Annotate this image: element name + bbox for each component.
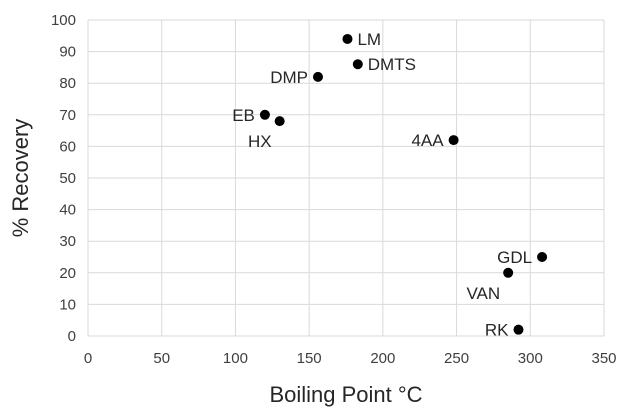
data-point-label: RK	[485, 321, 509, 340]
y-tick-label: 40	[59, 202, 76, 219]
y-tick-label: 20	[59, 265, 76, 282]
x-tick-label: 100	[223, 350, 248, 367]
x-axis-title: Boiling Point °C	[269, 382, 422, 407]
x-axis-ticks: 0 50 100 150 200 250 300 350	[84, 350, 617, 367]
y-tick-label: 50	[59, 170, 76, 187]
data-point	[352, 59, 363, 70]
data-point	[503, 267, 514, 278]
data-point	[274, 116, 285, 127]
data-point-label: HX	[248, 132, 272, 151]
data-point-label: GDL	[497, 248, 532, 267]
data-point	[537, 252, 548, 262]
y-tick-label: 100	[51, 12, 76, 29]
y-tick-label: 60	[59, 138, 76, 155]
data-point-label: DMP	[270, 68, 308, 87]
y-axis-title: % Recovery	[8, 119, 33, 238]
x-tick-label: 200	[370, 350, 395, 367]
x-tick-label: 150	[297, 350, 322, 367]
x-tick-label: 0	[84, 350, 92, 367]
y-tick-label: 10	[59, 296, 76, 313]
data-point	[312, 71, 323, 82]
data-point-label: VAN	[466, 284, 500, 303]
x-tick-label: 250	[444, 350, 469, 367]
y-tick-label: 90	[59, 44, 76, 61]
y-tick-label: 70	[59, 107, 76, 124]
data-point-label: DMTS	[368, 55, 416, 74]
data-point-label: 4AA	[411, 131, 444, 150]
data-point	[259, 109, 270, 120]
x-tick-label: 50	[153, 350, 170, 367]
x-tick-label: 300	[518, 350, 543, 367]
gridlines	[87, 19, 605, 337]
data-point-label: EB	[232, 106, 255, 125]
y-tick-label: 80	[59, 75, 76, 92]
data-points: LM DMTS DMP EB HX 4AA GDL VAN RK	[232, 30, 548, 340]
data-point-label: LM	[357, 30, 381, 49]
data-point	[342, 33, 353, 44]
y-tick-label: 0	[68, 328, 76, 345]
y-axis-ticks: 0 10 20 30 40 50 60 70 80 90 100	[51, 12, 76, 345]
data-point	[448, 135, 459, 146]
y-tick-label: 30	[59, 233, 76, 250]
data-point	[513, 324, 524, 335]
x-tick-label: 350	[591, 350, 616, 367]
